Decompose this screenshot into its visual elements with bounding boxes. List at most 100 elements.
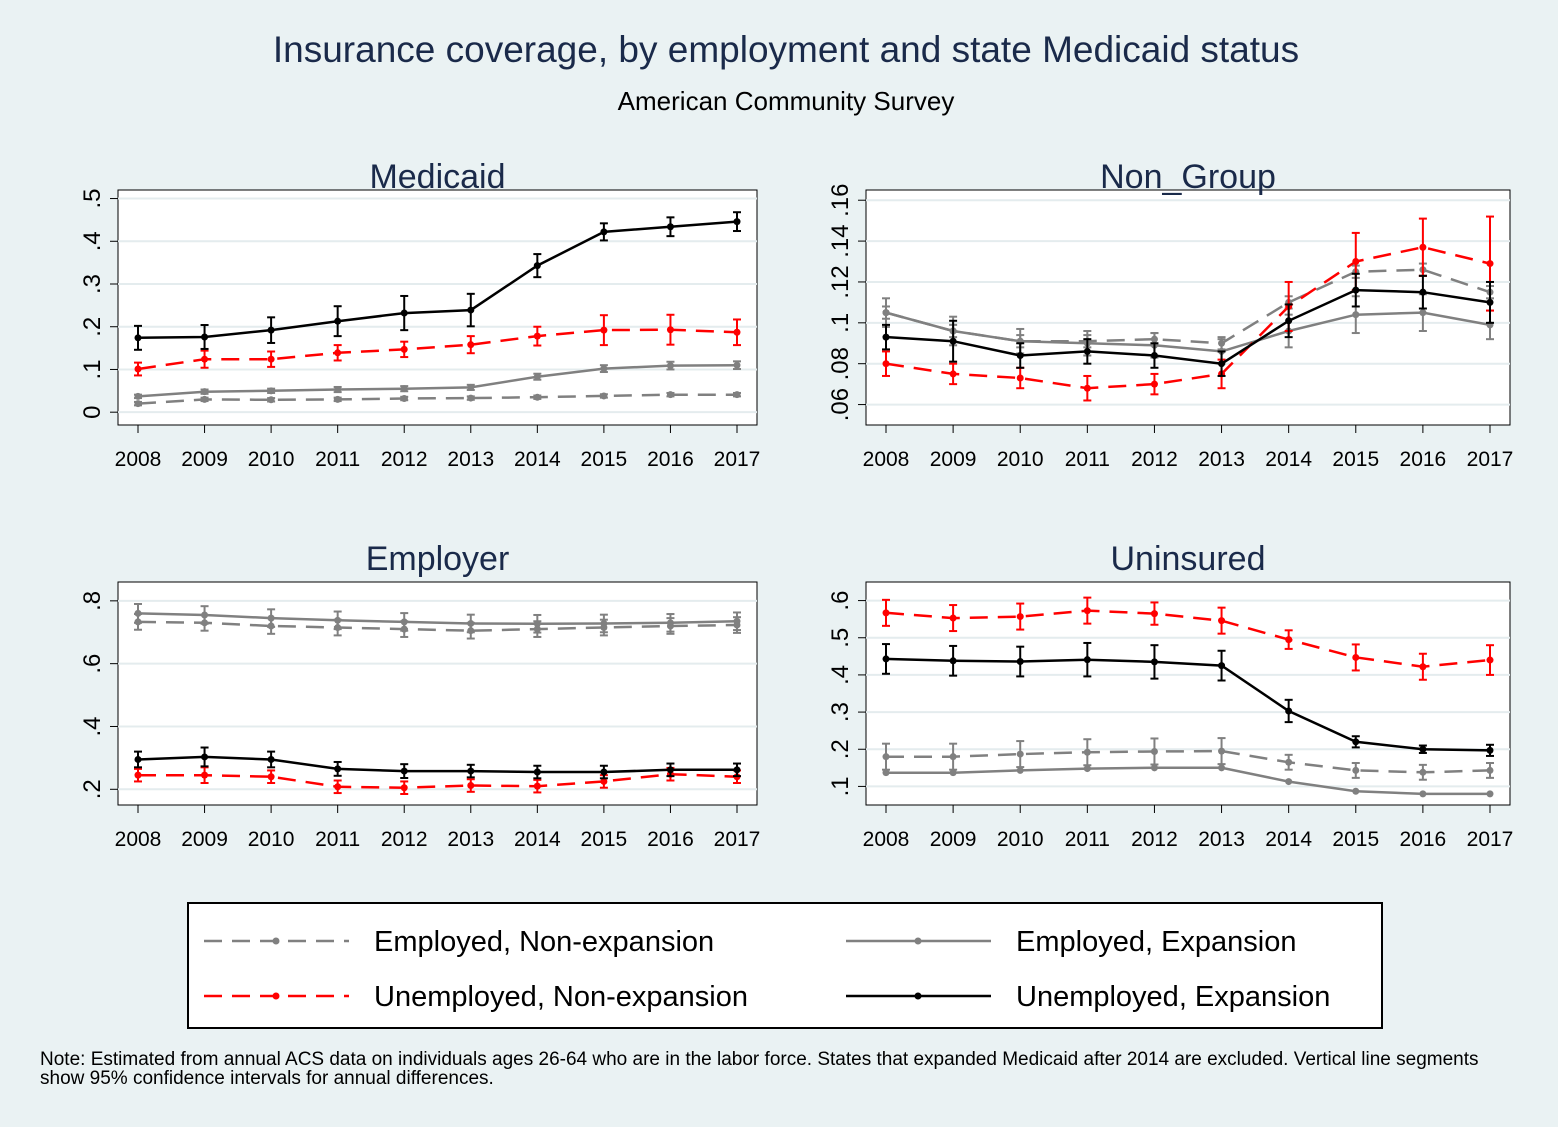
legend-item: Employed, Non-expansion <box>204 926 714 958</box>
series-line <box>137 393 737 405</box>
y-tick-label: .06 <box>827 388 854 421</box>
y-tick-label: .4 <box>79 231 106 251</box>
data-point <box>1285 778 1293 786</box>
data-point <box>1285 636 1293 644</box>
x-tick-label: 2015 <box>1332 828 1379 851</box>
x-tick-label: 2012 <box>381 448 428 471</box>
data-point <box>201 771 209 779</box>
data-point <box>1285 707 1293 715</box>
x-tick-label: 2017 <box>714 828 761 851</box>
y-tick-label: .6 <box>827 591 854 611</box>
data-point <box>1486 260 1494 268</box>
legend-item: Employed, Expansion <box>846 926 1297 958</box>
data-point <box>1218 764 1226 772</box>
data-point <box>1419 745 1427 753</box>
data-point <box>1083 607 1091 615</box>
data-point <box>1352 286 1360 294</box>
data-point <box>1486 298 1494 306</box>
y-tick-label: .4 <box>79 716 106 736</box>
data-point <box>1083 384 1091 392</box>
data-point <box>533 373 541 381</box>
data-point <box>1419 790 1427 798</box>
x-tick-label: 2014 <box>1265 448 1312 471</box>
data-point <box>1016 613 1024 621</box>
y-tick-label: .3 <box>79 274 106 294</box>
data-point <box>1150 764 1158 772</box>
data-point <box>134 609 142 617</box>
y-tick-label: .16 <box>827 184 854 217</box>
data-point <box>1083 347 1091 355</box>
data-point <box>1083 765 1091 773</box>
x-tick-label: 2011 <box>1065 828 1110 851</box>
data-point <box>600 228 608 236</box>
legend-item: Unemployed, Non-expansion <box>204 981 748 1013</box>
data-point <box>1016 750 1024 758</box>
data-point <box>1016 658 1024 666</box>
legend-box <box>187 902 1383 1029</box>
x-tick-label: 2017 <box>1467 828 1514 851</box>
data-point <box>1083 748 1091 756</box>
x-tick-label: 2013 <box>1198 448 1245 471</box>
legend-swatch-marker <box>914 937 922 945</box>
legend: Employed, Non-expansion Employed, Expansi… <box>187 902 1383 1029</box>
x-tick-label: 2012 <box>381 828 428 851</box>
data-point <box>882 655 890 663</box>
y-tick-label: .1 <box>79 359 106 379</box>
data-point <box>267 355 275 363</box>
series-employed-expansion <box>134 360 741 400</box>
data-point <box>467 619 475 627</box>
data-point <box>400 618 408 626</box>
data-point <box>1486 790 1494 798</box>
data-point <box>467 306 475 314</box>
plot-area <box>117 189 758 426</box>
y-tick-label: .08 <box>827 347 854 380</box>
data-point <box>467 394 475 402</box>
x-tick-label: 2008 <box>863 448 910 471</box>
data-point <box>1419 288 1427 296</box>
series-line <box>885 609 1491 668</box>
data-point <box>201 753 209 761</box>
x-tick-label: 2008 <box>863 828 910 851</box>
panel-title: Medicaid <box>369 158 505 196</box>
data-point <box>1285 317 1293 325</box>
panels: Medicaid 0 .1 .2 .3 .4 .5 2008 2009 2010 2011 2012 2… <box>79 158 1513 851</box>
data-point <box>533 620 541 628</box>
x-tick-label: 2009 <box>930 448 977 471</box>
data-point <box>882 309 890 317</box>
x-tick-label: 2014 <box>514 828 561 851</box>
data-point <box>334 395 342 403</box>
data-point <box>882 769 890 777</box>
y-tick-label: .8 <box>79 591 106 611</box>
series-unemployed-non-expansion <box>134 313 741 377</box>
x-tick-label: 2013 <box>447 828 494 851</box>
x-tick-label: 2016 <box>647 448 694 471</box>
legend-label: Employed, Non-expansion <box>374 926 714 958</box>
data-point <box>733 391 741 399</box>
data-point <box>1218 747 1226 755</box>
data-point <box>600 392 608 400</box>
x-tick-label: 2017 <box>714 448 761 471</box>
panel-1: Non_Group .06 .08 .1 .12 .14 .16 2008 2009 2010 20… <box>827 158 1513 471</box>
data-point <box>1352 766 1360 774</box>
x-tick-label: 2011 <box>315 448 360 471</box>
data-point <box>1016 352 1024 360</box>
series-unemployed-expansion <box>134 211 741 351</box>
x-tick-label: 2010 <box>997 828 1044 851</box>
note: Note: Estimated from annual ACS data on … <box>40 1049 1479 1089</box>
data-point <box>882 609 890 617</box>
x-tick-label: 2011 <box>315 828 360 851</box>
data-point <box>134 392 142 400</box>
data-point <box>1218 360 1226 368</box>
data-point <box>334 616 342 624</box>
data-point <box>1150 747 1158 755</box>
y-tick-label: .6 <box>79 654 106 674</box>
x-tick-label: 2016 <box>1400 448 1447 471</box>
panel-title: Employer <box>366 540 510 578</box>
series-employed-expansion <box>134 602 741 634</box>
plot-area <box>117 581 758 806</box>
data-point <box>1419 243 1427 251</box>
x-tick-label: 2009 <box>181 448 228 471</box>
data-point <box>949 370 957 378</box>
x-tick-label: 2016 <box>647 828 694 851</box>
data-point <box>1150 610 1158 618</box>
